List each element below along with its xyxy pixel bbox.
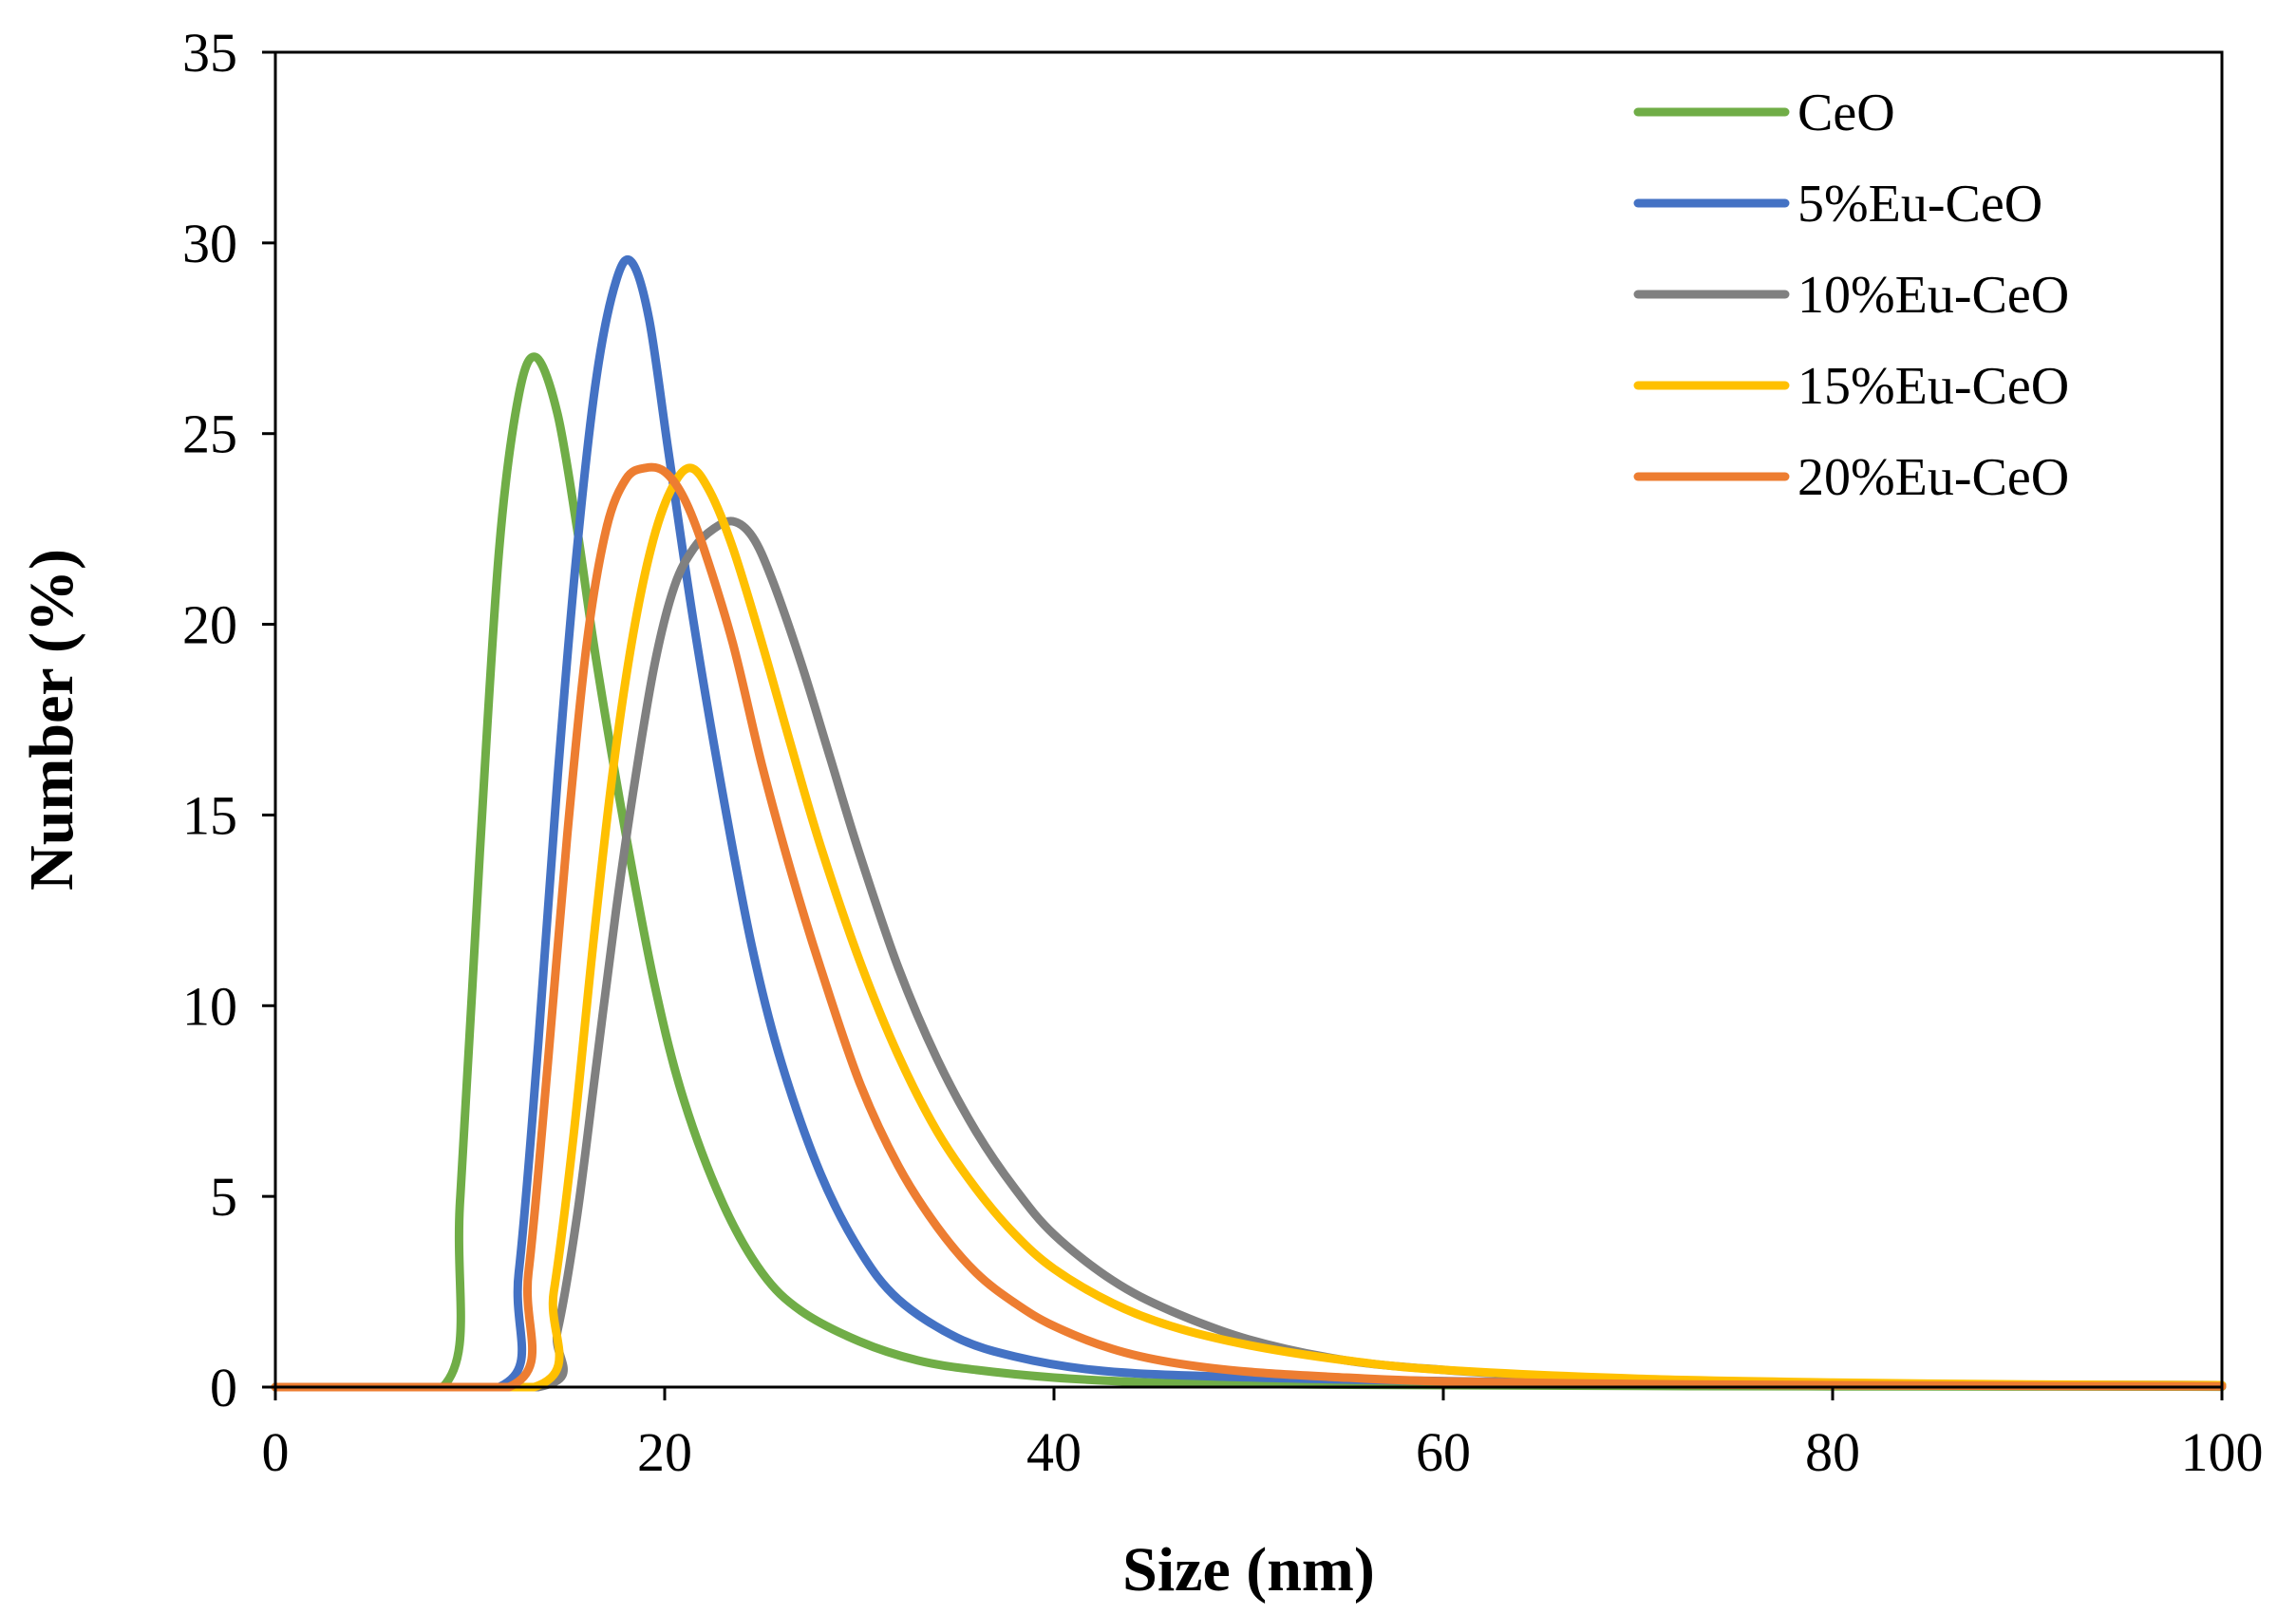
y-tick-label: 0 (210, 1357, 237, 1418)
x-tick-label: 60 (1416, 1421, 1471, 1483)
y-tick-label: 15 (182, 784, 237, 846)
y-tick-label: 5 (210, 1166, 237, 1228)
series-line-20pct-eu-ceo (271, 462, 2227, 1392)
legend-label-10pct-eu-ceo: 10%Eu-CeO (1797, 266, 2069, 325)
legend: CeO 5%Eu-CeO 10%Eu-CeO 15%Eu-CeO 20%Eu-CeO (1633, 84, 2069, 507)
y-tick-label: 30 (182, 213, 237, 274)
y-axis-title: Number (%) (17, 549, 86, 891)
y-axis-ticks: 0 5 10 15 20 25 30 35 (182, 22, 275, 1418)
plot-area-frame (273, 50, 2224, 1389)
y-tick-label: 20 (182, 594, 237, 656)
y-tick-label: 25 (182, 404, 237, 465)
x-axis-ticks: 0 20 40 60 80 100 (262, 1387, 2264, 1483)
legend-label-15pct-eu-ceo: 15%Eu-CeO (1797, 357, 2069, 416)
series-line-15pct-eu-ceo (271, 463, 2227, 1392)
legend-label-20pct-eu-ceo: 20%Eu-CeO (1797, 448, 2069, 507)
y-tick-label: 35 (182, 22, 237, 84)
series-line-ceo (271, 352, 2227, 1392)
legend-label-5pct-eu-ceo: 5%Eu-CeO (1797, 175, 2042, 234)
x-tick-label: 100 (2181, 1421, 2264, 1483)
x-axis-title: Size (nm) (1122, 1535, 1375, 1605)
x-tick-label: 0 (262, 1421, 290, 1483)
legend-label-ceo: CeO (1797, 84, 1895, 142)
x-tick-label: 20 (637, 1421, 692, 1483)
x-tick-label: 40 (1026, 1421, 1082, 1483)
x-tick-label: 80 (1805, 1421, 1860, 1483)
y-tick-label: 10 (182, 975, 237, 1037)
series-layer (271, 255, 2227, 1392)
